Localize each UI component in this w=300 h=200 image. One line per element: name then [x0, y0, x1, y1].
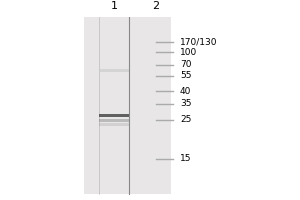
Text: 2: 2	[152, 1, 160, 11]
Text: 15: 15	[180, 154, 191, 163]
Bar	[99, 123, 129, 126]
Text: 1: 1	[110, 1, 118, 11]
Text: 170/130: 170/130	[180, 37, 218, 46]
Text: 40: 40	[180, 87, 191, 96]
Bar	[99, 119, 129, 122]
Bar	[99, 114, 129, 117]
Text: 35: 35	[180, 99, 191, 108]
Text: 70: 70	[180, 60, 191, 69]
Text: 55: 55	[180, 71, 191, 80]
Bar	[84, 17, 171, 194]
Bar	[0, 5, 300, 17]
Bar	[99, 69, 129, 72]
Bar	[0, 5, 84, 200]
Text: 25: 25	[180, 115, 191, 124]
Text: 100: 100	[180, 48, 197, 57]
